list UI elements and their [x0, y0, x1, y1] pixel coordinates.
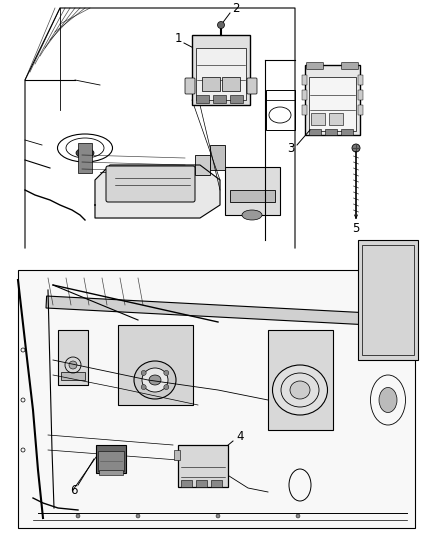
Bar — [309, 77, 356, 131]
Bar — [329, 113, 343, 125]
Ellipse shape — [379, 387, 397, 413]
Bar — [118, 325, 193, 405]
Text: 6: 6 — [70, 483, 78, 497]
Circle shape — [69, 361, 77, 369]
Bar — [358, 105, 363, 115]
Circle shape — [164, 370, 169, 375]
FancyBboxPatch shape — [247, 78, 257, 94]
Bar — [325, 129, 337, 135]
Bar — [99, 470, 123, 475]
Bar — [195, 155, 210, 175]
Bar — [210, 145, 225, 170]
Bar — [225, 167, 280, 215]
Text: 1: 1 — [174, 33, 182, 45]
Bar — [202, 77, 220, 91]
Bar — [230, 190, 275, 202]
Bar — [78, 143, 92, 173]
Bar — [18, 270, 415, 528]
Circle shape — [216, 514, 220, 518]
Ellipse shape — [242, 210, 262, 220]
Bar — [305, 65, 360, 135]
Bar — [230, 95, 243, 103]
Circle shape — [218, 21, 225, 28]
Bar — [174, 450, 180, 460]
Ellipse shape — [272, 365, 328, 415]
Text: 4: 4 — [236, 430, 244, 442]
Ellipse shape — [142, 368, 168, 392]
Bar — [268, 330, 333, 430]
Bar — [58, 330, 88, 385]
Circle shape — [352, 144, 360, 152]
Bar — [213, 95, 226, 103]
Bar — [358, 75, 363, 85]
Bar — [302, 75, 307, 85]
Bar — [196, 480, 207, 487]
Text: 2: 2 — [232, 3, 240, 15]
Ellipse shape — [76, 148, 94, 158]
Bar — [96, 445, 126, 473]
Bar — [192, 35, 250, 105]
Bar — [211, 480, 222, 487]
Bar — [309, 129, 321, 135]
Bar — [181, 480, 192, 487]
Bar — [341, 129, 353, 135]
FancyBboxPatch shape — [185, 78, 195, 94]
Bar — [222, 77, 240, 91]
Circle shape — [164, 385, 169, 390]
Ellipse shape — [134, 361, 176, 399]
Bar — [196, 95, 209, 103]
Bar — [302, 90, 307, 100]
Bar — [362, 245, 414, 355]
Circle shape — [76, 514, 80, 518]
Ellipse shape — [146, 184, 164, 196]
Bar — [61, 372, 85, 380]
FancyBboxPatch shape — [106, 166, 195, 202]
Bar — [196, 48, 246, 100]
Bar — [358, 240, 418, 360]
FancyBboxPatch shape — [307, 62, 324, 69]
Polygon shape — [95, 165, 220, 218]
Bar — [266, 90, 295, 130]
Bar — [302, 105, 307, 115]
Ellipse shape — [290, 381, 310, 399]
Bar — [311, 113, 325, 125]
Circle shape — [296, 514, 300, 518]
FancyBboxPatch shape — [342, 62, 358, 69]
Text: 3: 3 — [287, 142, 295, 156]
Bar — [46, 296, 416, 327]
Ellipse shape — [149, 375, 161, 385]
Circle shape — [141, 370, 146, 375]
Circle shape — [141, 385, 146, 390]
Bar — [358, 90, 363, 100]
Circle shape — [136, 514, 140, 518]
Bar — [178, 445, 228, 487]
Text: 5: 5 — [352, 222, 360, 235]
Bar — [98, 451, 124, 471]
